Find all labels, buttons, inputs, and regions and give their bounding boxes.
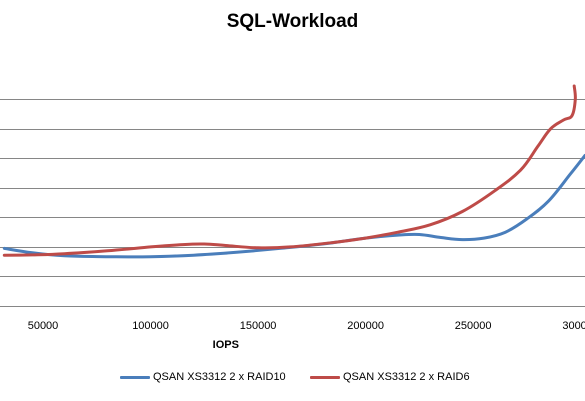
series-lines [2, 84, 585, 259]
x-tick-label-1: 100000 [132, 320, 169, 332]
x-tick-label-2: 150000 [240, 320, 277, 332]
x-tick-label-4: 250000 [455, 320, 492, 332]
legend-swatch-raid10 [120, 375, 150, 379]
x-tick-label-0: 50000 [28, 320, 59, 332]
x-tick-label-5: 300000 [562, 320, 585, 332]
x-axis-title: IOPS [213, 339, 239, 351]
x-tick-label-3: 200000 [347, 320, 384, 332]
series-line-raid6 [2, 84, 577, 257]
series-line-raid10 [2, 153, 585, 259]
legend-label-raid10: QSAN XS3312 2 x RAID10 [153, 371, 286, 383]
legend-swatch-raid6 [310, 375, 340, 379]
x-tick-labels: 50000 100000 150000 200000 250000 300000 [28, 320, 585, 332]
legend: QSAN XS3312 2 x RAID10 QSAN XS3312 2 x R… [0, 371, 585, 391]
legend-item-raid10: QSAN XS3312 2 x RAID10 [120, 371, 286, 383]
legend-item-raid6: QSAN XS3312 2 x RAID6 [310, 371, 470, 383]
chart-title: SQL-Workload [226, 11, 359, 32]
gridlines [0, 99, 585, 307]
legend-label-raid6: QSAN XS3312 2 x RAID6 [343, 371, 470, 383]
